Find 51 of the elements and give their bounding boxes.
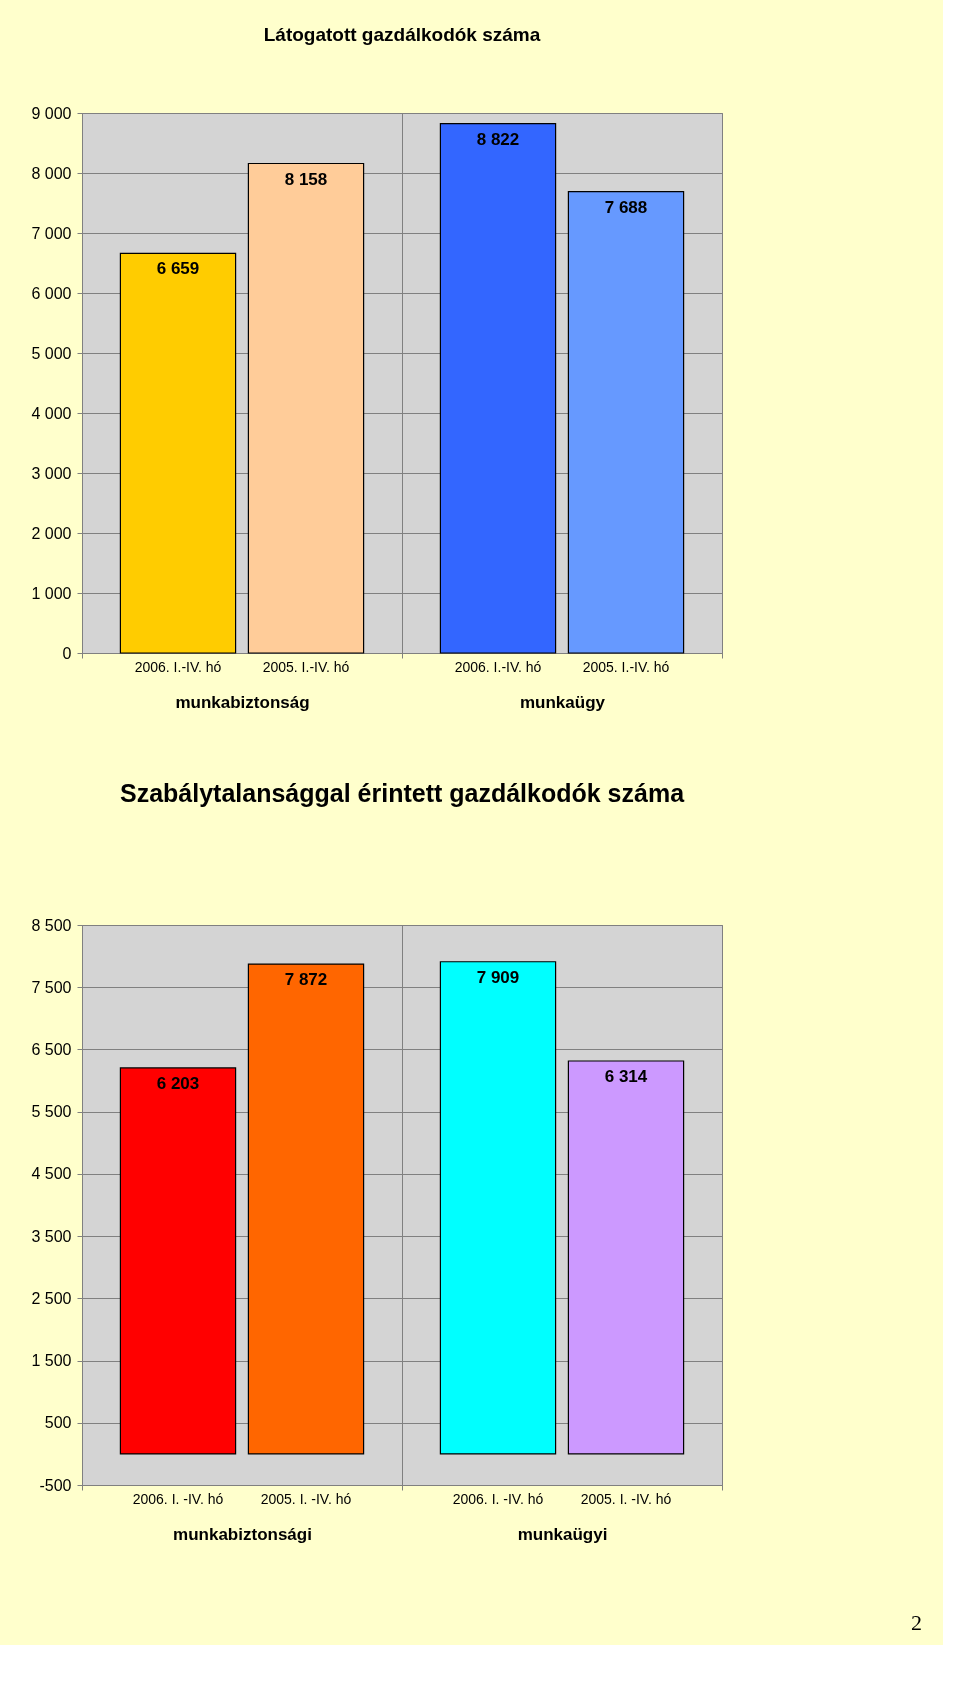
y-tick-label: 2 000 xyxy=(31,524,72,542)
y-tick-label: 6 000 xyxy=(31,284,72,302)
text: 2 xyxy=(911,1610,922,1635)
chart-title: Szabálytalansággal érintett gazdálkodók száma xyxy=(119,779,686,807)
text: 2006. I.-IV. hó xyxy=(454,659,542,675)
text: 2005. I. -IV. hó xyxy=(580,1491,672,1507)
y-tick-label: 4 000 xyxy=(31,404,72,422)
y-tick-label: 1 500 xyxy=(31,1352,72,1370)
y-tick-label: 6 500 xyxy=(31,1040,72,1058)
text: 2005. I. -IV. hó xyxy=(260,1491,352,1507)
data-label: 7 688 xyxy=(604,197,648,217)
x-tick-label: munkabiztonsági xyxy=(173,1524,312,1544)
data-label: 8 822 xyxy=(476,129,520,149)
y-tick-label: 3 000 xyxy=(31,464,72,482)
bar xyxy=(119,252,237,654)
y-tick-label: 7 500 xyxy=(31,978,72,996)
bar xyxy=(567,1060,685,1455)
bar xyxy=(439,123,557,654)
text: 2005. I.-IV. hó xyxy=(582,659,670,675)
x-tick-label: munkaügyi xyxy=(517,1524,608,1544)
y-tick-label: 0 xyxy=(62,644,72,662)
y-tick-label: -500 xyxy=(39,1476,72,1494)
data-label: 6 314 xyxy=(604,1067,648,1087)
y-tick-label: 1 000 xyxy=(31,584,72,602)
y-tick-label: 5 500 xyxy=(31,1103,72,1121)
bar xyxy=(119,1067,237,1455)
data-label: 7 872 xyxy=(284,970,328,990)
bar xyxy=(247,162,365,654)
x-tick-label: munkabiztonság xyxy=(175,692,310,712)
data-label: 6 659 xyxy=(156,259,200,279)
chart-title: Látogatott gazdálkodók száma xyxy=(263,24,541,45)
bar xyxy=(567,191,685,654)
y-tick-label: 7 000 xyxy=(31,224,72,242)
x-tick-label: munkaügy xyxy=(519,692,606,712)
bar xyxy=(439,961,557,1455)
text: 2006. I. -IV. hó xyxy=(132,1491,224,1507)
data-label: 7 909 xyxy=(476,967,520,987)
y-tick-label: 500 xyxy=(44,1414,72,1432)
y-tick-label: 8 500 xyxy=(31,916,72,934)
data-label: 8 158 xyxy=(284,169,328,189)
y-tick-label: 9 000 xyxy=(31,104,72,122)
series-label: 2006. I.-IV. hó xyxy=(134,659,222,675)
text: 2006. I. -IV. hó xyxy=(452,1491,544,1507)
y-tick-label: 8 000 xyxy=(31,164,72,182)
y-tick-label: 3 500 xyxy=(31,1227,72,1245)
y-tick-label: 2 500 xyxy=(31,1289,72,1307)
series-label: 2005. I.-IV. hó xyxy=(262,659,350,675)
data-label: 6 203 xyxy=(156,1073,200,1093)
y-tick-label: 4 500 xyxy=(31,1165,72,1183)
bar xyxy=(247,963,365,1455)
y-tick-label: 5 000 xyxy=(31,344,72,362)
